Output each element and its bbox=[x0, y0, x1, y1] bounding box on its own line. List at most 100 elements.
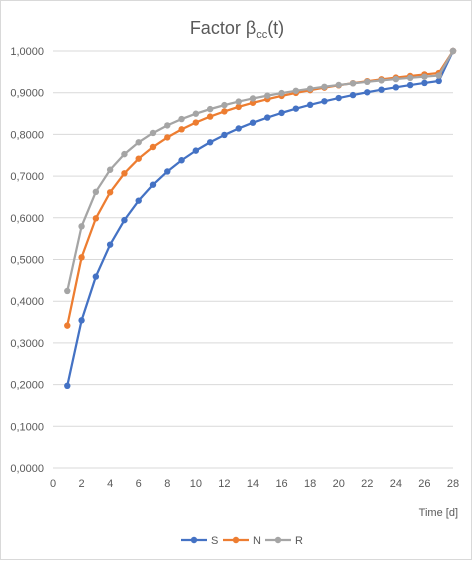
data-point bbox=[435, 72, 442, 79]
data-point bbox=[306, 85, 314, 92]
data-point bbox=[192, 119, 200, 126]
y-tick-label: 0,2000 bbox=[10, 380, 44, 392]
legend-swatch-marker bbox=[190, 536, 198, 544]
legend-label: R bbox=[295, 535, 303, 547]
data-point bbox=[235, 103, 242, 111]
data-point bbox=[64, 287, 71, 295]
series-line bbox=[66, 50, 454, 326]
x-tick-label: 16 bbox=[275, 478, 287, 490]
legend-swatch-marker bbox=[232, 536, 240, 544]
data-point bbox=[435, 77, 442, 85]
y-tick-label: 0,8000 bbox=[10, 129, 44, 141]
data-point bbox=[149, 143, 157, 151]
y-tick-label: 0,9000 bbox=[10, 88, 44, 100]
data-point bbox=[264, 114, 271, 121]
series-line bbox=[66, 50, 454, 292]
data-point bbox=[392, 84, 400, 91]
data-point bbox=[106, 189, 114, 196]
data-point bbox=[206, 139, 214, 146]
data-point bbox=[149, 181, 157, 188]
data-point bbox=[292, 87, 300, 95]
data-point bbox=[421, 79, 428, 87]
x-tick-label: 6 bbox=[136, 478, 142, 490]
data-point bbox=[164, 134, 171, 141]
chart-title: Factor βcc(t) bbox=[190, 18, 284, 41]
data-point bbox=[92, 273, 100, 280]
data-point bbox=[106, 241, 114, 248]
x-tick-label: 24 bbox=[390, 478, 402, 490]
x-tick-label: 2 bbox=[79, 478, 85, 490]
data-point bbox=[78, 317, 85, 324]
series-group bbox=[64, 47, 457, 390]
data-point bbox=[92, 215, 100, 222]
data-point bbox=[92, 188, 100, 196]
data-point bbox=[364, 78, 371, 86]
series-line bbox=[66, 50, 455, 387]
data-point bbox=[164, 122, 171, 129]
data-point bbox=[64, 322, 71, 329]
x-tick-label: 20 bbox=[333, 478, 345, 490]
legend-item-N: N bbox=[223, 535, 261, 547]
data-point bbox=[206, 113, 214, 120]
data-point bbox=[349, 80, 357, 87]
chart-title-suffix: (t) bbox=[267, 18, 284, 38]
data-point bbox=[321, 98, 328, 105]
data-point bbox=[235, 125, 242, 132]
x-axis-tick-labels: 0 2 4 6 8 10 12 14 16 18 20 22 24 26 28 bbox=[50, 478, 459, 490]
data-point bbox=[221, 101, 228, 109]
x-tick-label: 18 bbox=[304, 478, 316, 490]
x-tick-label: 12 bbox=[218, 478, 230, 490]
data-point bbox=[121, 150, 128, 158]
data-point bbox=[249, 95, 257, 102]
data-point bbox=[121, 216, 128, 224]
data-point bbox=[221, 108, 228, 115]
chart-title-main: Factor β bbox=[190, 18, 256, 38]
data-point bbox=[164, 168, 171, 175]
data-point bbox=[249, 119, 257, 126]
y-tick-label: 0,6000 bbox=[10, 213, 44, 225]
data-point bbox=[406, 81, 414, 89]
x-tick-label: 14 bbox=[247, 478, 259, 490]
y-tick-label: 0,1000 bbox=[10, 421, 44, 433]
x-tick-label: 10 bbox=[190, 478, 202, 490]
data-point bbox=[235, 98, 242, 105]
data-point bbox=[135, 197, 142, 204]
data-point bbox=[278, 89, 285, 97]
series-S bbox=[64, 47, 457, 390]
data-point bbox=[335, 81, 342, 89]
data-point bbox=[149, 129, 157, 137]
data-point bbox=[178, 157, 185, 164]
legend-label: S bbox=[211, 535, 218, 547]
data-point bbox=[192, 147, 200, 154]
data-point bbox=[78, 254, 85, 261]
data-point bbox=[292, 105, 300, 112]
data-point bbox=[192, 110, 200, 117]
data-point bbox=[178, 126, 185, 133]
data-point bbox=[321, 83, 328, 90]
data-point bbox=[135, 155, 142, 162]
data-point bbox=[378, 77, 385, 84]
x-tick-label: 0 bbox=[50, 478, 56, 490]
legend-label: N bbox=[253, 535, 261, 547]
data-point bbox=[421, 73, 428, 80]
data-point bbox=[221, 131, 228, 139]
data-point bbox=[264, 92, 271, 99]
y-tick-label: 0,0000 bbox=[10, 463, 44, 475]
data-point bbox=[449, 47, 457, 55]
x-tick-label: 22 bbox=[361, 478, 373, 490]
x-tick-label: 4 bbox=[107, 478, 113, 490]
x-tick-label: 26 bbox=[418, 478, 430, 490]
data-point bbox=[278, 109, 285, 117]
legend-item-S: S bbox=[181, 535, 218, 547]
x-tick-label: 8 bbox=[164, 478, 170, 490]
gridlines bbox=[53, 50, 453, 427]
data-point bbox=[406, 74, 414, 82]
chart-title-subscript: cc bbox=[256, 29, 268, 41]
y-tick-label: 0,7000 bbox=[10, 171, 44, 183]
data-point bbox=[121, 170, 128, 177]
data-point bbox=[78, 223, 85, 230]
data-point bbox=[64, 382, 71, 390]
y-tick-label: 0,3000 bbox=[10, 338, 44, 350]
